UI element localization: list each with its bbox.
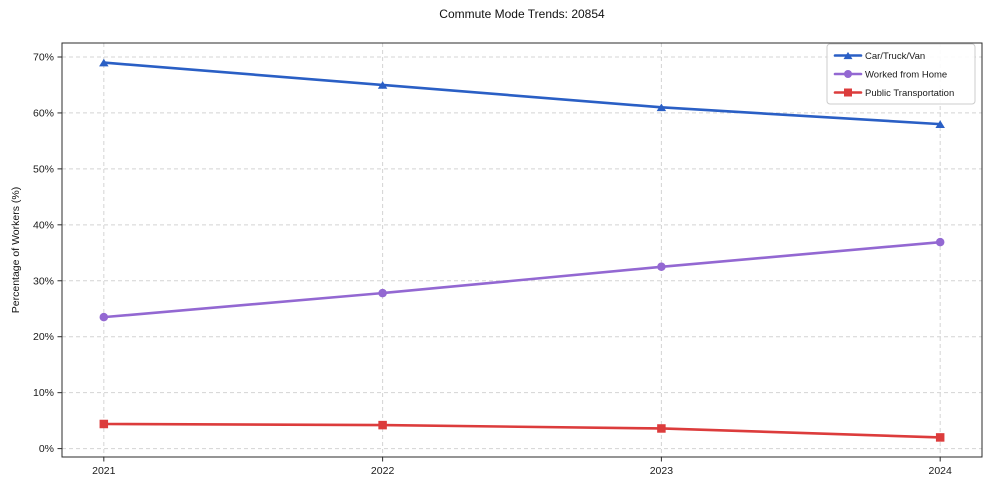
legend-triangle-icon <box>843 51 853 60</box>
legend-square-icon <box>844 88 852 97</box>
data-point-worked-from-home <box>99 312 109 322</box>
y-tick-label: 10% <box>33 387 54 399</box>
data-point-car-truck-van <box>656 103 667 112</box>
y-tick-label: 20% <box>33 331 54 343</box>
data-point-car-truck-van <box>935 120 945 128</box>
data-point-public-transportation <box>935 433 945 442</box>
axes-spines <box>61 42 983 458</box>
legend-label-worked-from-home: Worked from Home <box>865 70 947 81</box>
data-point-public-transportation <box>657 424 666 433</box>
data-point-worked-from-home <box>935 237 945 247</box>
series-line-public-transportation <box>102 422 942 439</box>
x-tick-label: 2024 <box>929 465 953 477</box>
data-point-public-transportation <box>99 419 109 429</box>
legend-label-public-transportation: Public Transportation <box>865 88 954 99</box>
legend-box <box>826 43 976 105</box>
y-tick-label: 70% <box>33 51 54 63</box>
series-line-car-truck-van <box>102 61 942 126</box>
y-tick-label: 30% <box>33 275 54 287</box>
data-point-car-truck-van <box>377 81 388 89</box>
data-point-public-transportation <box>378 420 387 430</box>
x-tick-label: 2023 <box>650 465 674 477</box>
data-point-worked-from-home <box>378 288 387 298</box>
y-tick-label: 50% <box>33 163 54 175</box>
x-tick-label: 2022 <box>371 465 395 477</box>
y-tick-label: 0% <box>39 443 54 455</box>
data-point-car-truck-van <box>99 58 109 67</box>
y-tick-label: 60% <box>33 107 54 119</box>
x-tick-label: 2021 <box>92 465 116 477</box>
chart-title: Commute Mode Trends: 20854 <box>439 7 605 21</box>
series-line-worked-from-home <box>102 240 942 319</box>
legend-circle-icon <box>844 70 852 78</box>
y-tick-label: 40% <box>33 219 54 231</box>
legend-label-car-truck-van: Car/Truck/Van <box>865 51 925 62</box>
data-point-worked-from-home <box>657 262 666 272</box>
